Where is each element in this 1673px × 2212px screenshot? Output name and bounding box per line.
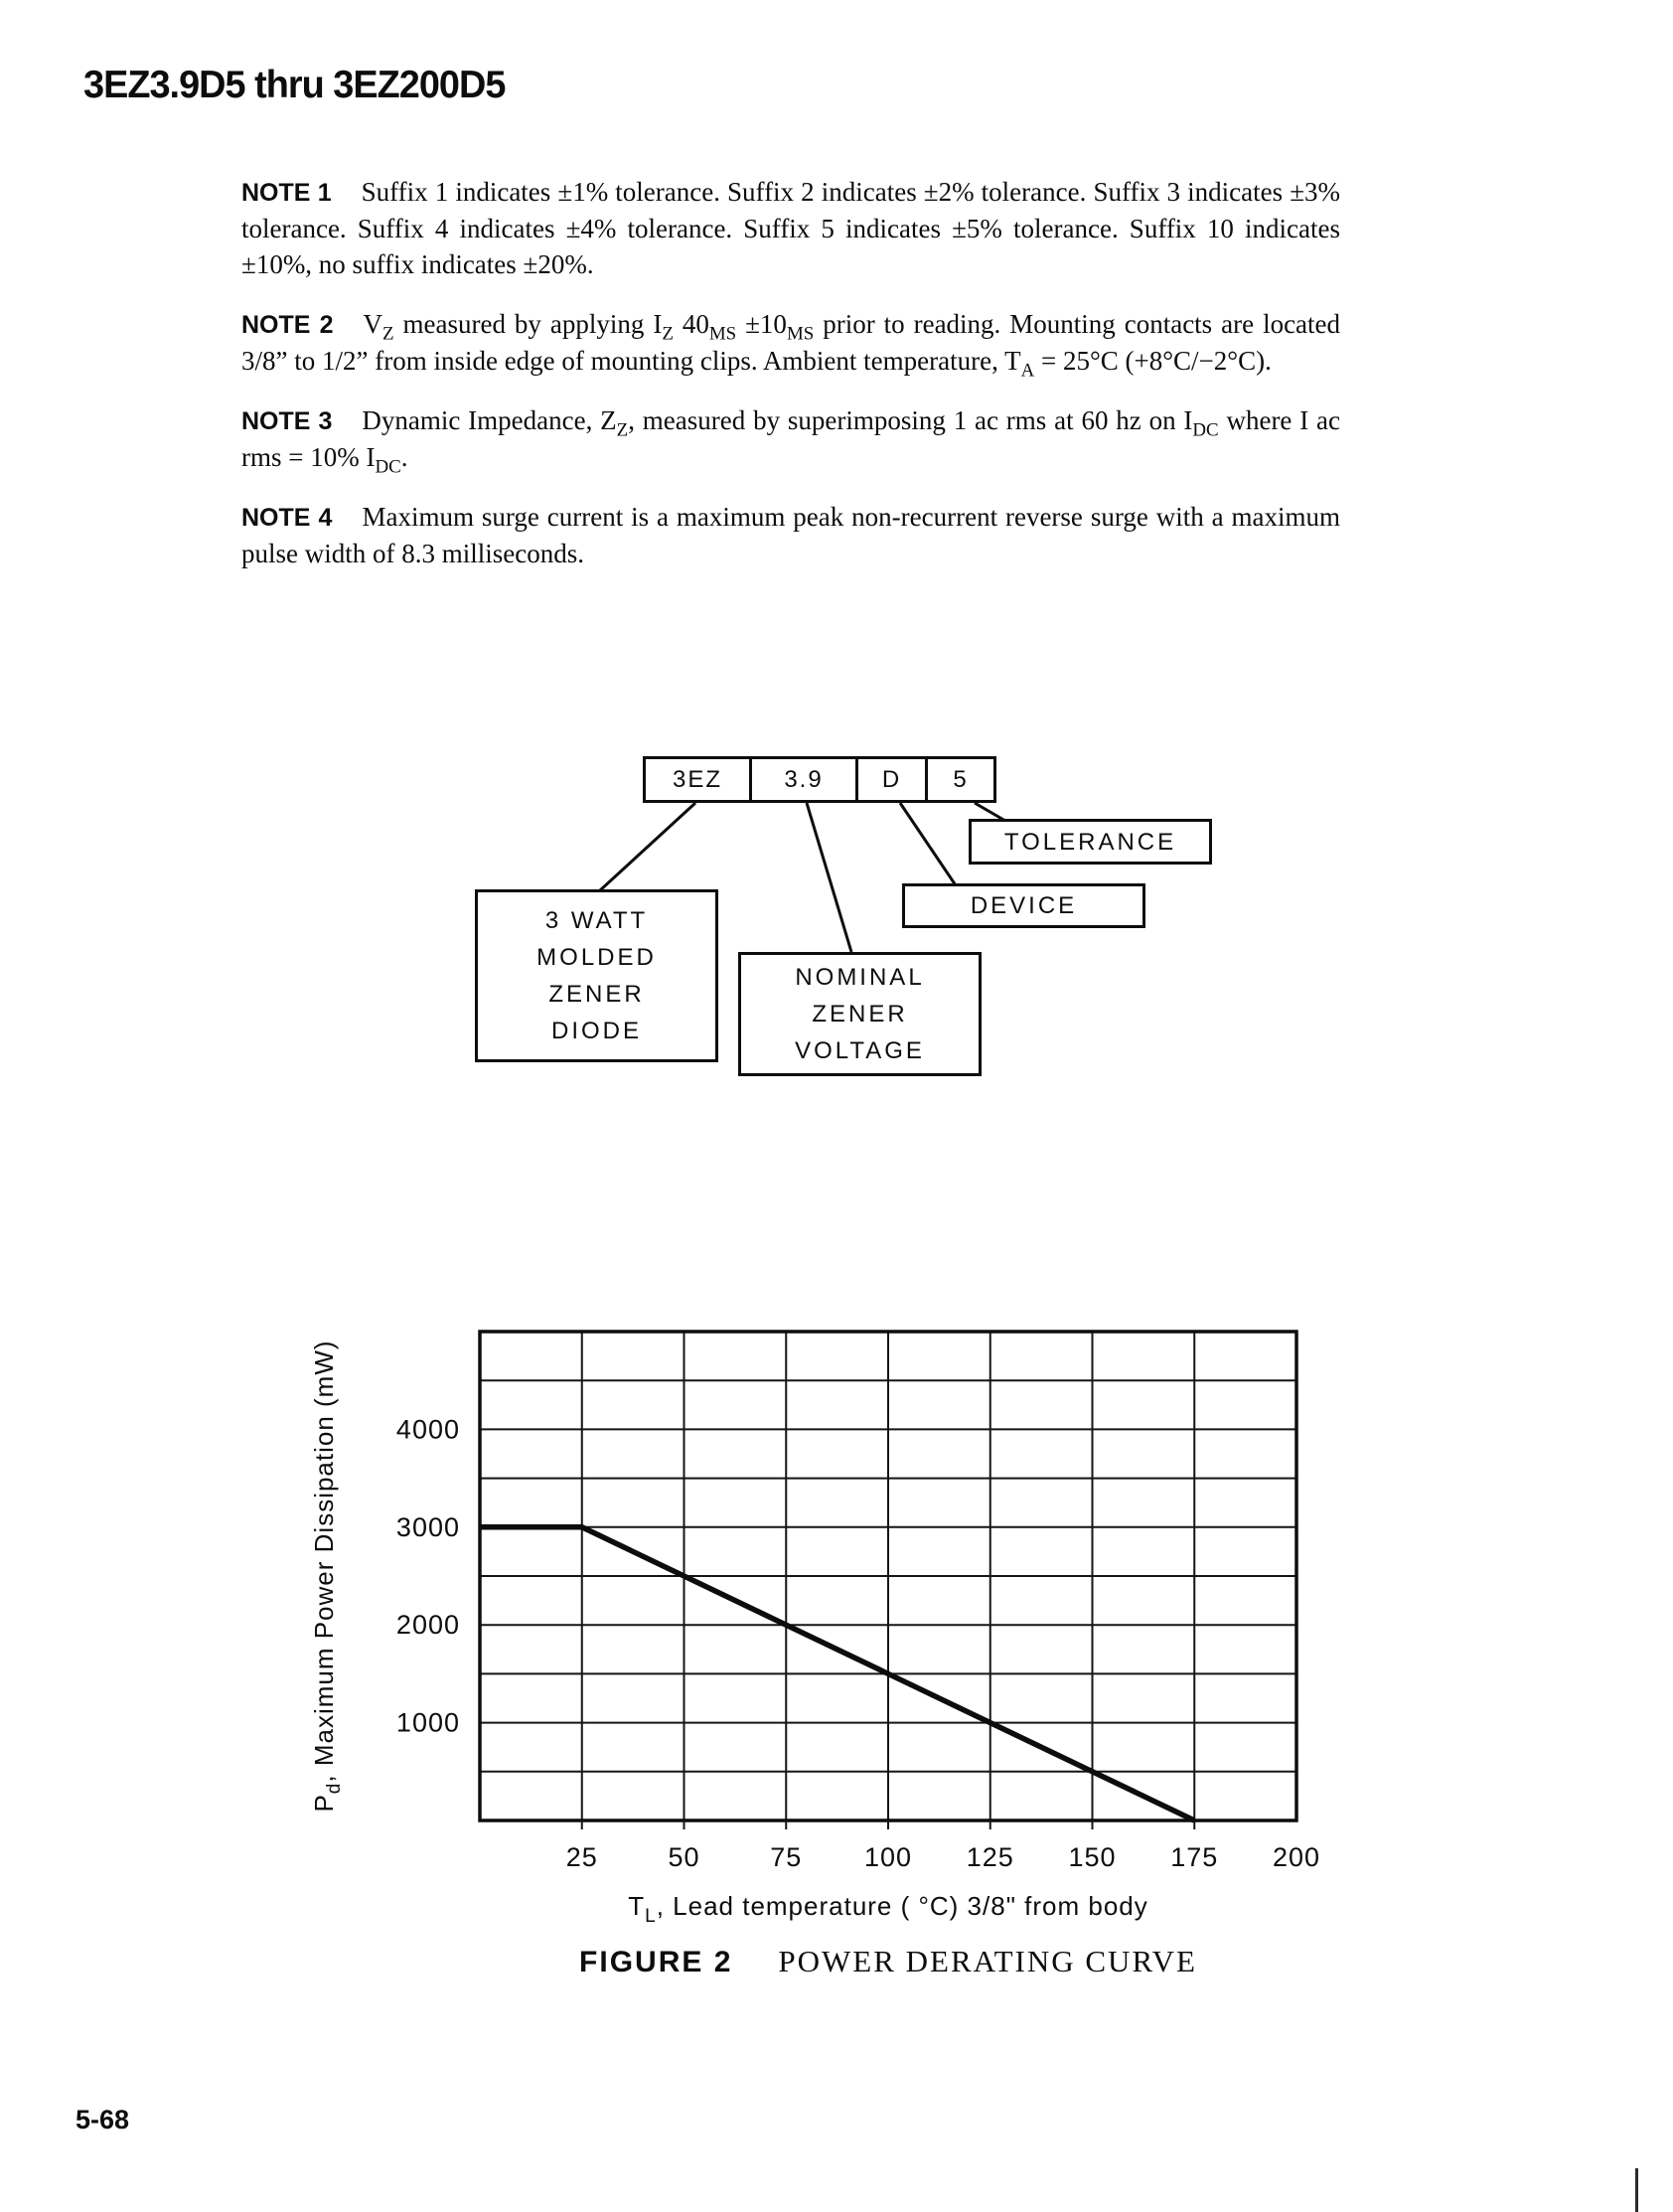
note-3-text: Dynamic Impedance, ZZ, measured by super… [241,405,1341,478]
svg-text:4000: 4000 [396,1414,460,1444]
svg-text:TL, Lead temperature ( °C) 3/8: TL, Lead temperature ( °C) 3/8" from bod… [628,1891,1148,1927]
note-3-label: NOTE 3 [241,407,333,435]
svg-text:Pd, Maximum Power Dissipation: Pd, Maximum Power Dissipation (mW) [309,1340,345,1812]
svg-text:175: 175 [1170,1842,1218,1872]
part-prefix-box: 3EZ [643,756,752,803]
part-device-box: D [855,756,928,803]
power-derating-chart: 25 50 75 100 125 150 175 200 1000 2000 3000 4000 TL,… [278,1282,1331,1958]
figure-label: FIGURE 2 [579,1946,733,1978]
note-1-label: NOTE 1 [241,179,332,207]
nominal-zener-voltage-box: NOMINAL ZENER VOLTAGE [738,952,982,1076]
figure-title: POWER DERATING CURVE [778,1944,1197,1978]
svg-text:50: 50 [668,1842,699,1872]
note-4: NOTE 4 Maximum surge current is a maximum… [241,499,1340,571]
svg-text:1000: 1000 [396,1708,460,1738]
note-4-label: NOTE 4 [241,504,333,532]
note-2: NOTE 2 VZ measured by applying IZ 40MS ±1… [241,306,1341,382]
scan-artifact-line [1635,2168,1638,2212]
svg-text:25: 25 [566,1842,598,1872]
svg-text:200: 200 [1273,1842,1320,1872]
figure-caption: FIGURE 2 POWER DERATING CURVE [480,1944,1296,1979]
svg-text:100: 100 [864,1842,912,1872]
note-4-text: Maximum surge current is a maximum peak … [241,502,1340,568]
part-number-boxes: 3EZ 3.9 D 5 [643,756,996,803]
watt-molded-zener-diode-box: 3 WATT MOLDED ZENER DIODE [475,889,718,1062]
svg-text:75: 75 [770,1842,802,1872]
note-1: NOTE 1 Suffix 1 indicates ±1% tolerance. … [241,174,1340,282]
page-number: 5-68 [76,2105,130,2134]
part-voltage-box: 3.9 [749,756,858,803]
note-3: NOTE 3 Dynamic Impedance, ZZ, measured by… [241,402,1341,478]
svg-text:125: 125 [967,1842,1014,1872]
power-derating-chart-svg: 25 50 75 100 125 150 175 200 1000 2000 3000 4000 TL,… [309,1330,1320,1927]
svg-text:150: 150 [1068,1842,1116,1872]
notes-section: NOTE 1 Suffix 1 indicates ±1% tolerance. … [241,174,1340,595]
page-title: 3EZ3.9D5 thru 3EZ200D5 [83,64,506,106]
note-2-label: NOTE 2 [241,311,334,339]
part-tolerance-box: 5 [925,756,996,803]
device-label-box: DEVICE [902,883,1145,928]
svg-text:2000: 2000 [396,1610,460,1640]
note-1-text: Suffix 1 indicates ±1% tolerance. Suffix… [241,177,1341,279]
tolerance-label-box: TOLERANCE [969,819,1212,865]
note-2-text: VZ measured by applying IZ 40MS ±10MS pr… [241,309,1341,382]
svg-text:3000: 3000 [396,1512,460,1542]
